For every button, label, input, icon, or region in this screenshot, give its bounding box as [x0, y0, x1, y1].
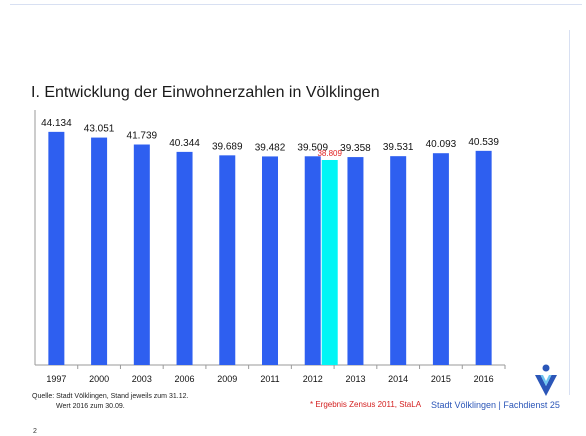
data-label-2009: 39.689: [212, 141, 243, 152]
census-bar-2012: [321, 159, 338, 365]
data-label-2016: 40.539: [468, 137, 499, 148]
data-label-1997: 44.134: [41, 118, 72, 129]
x-tick-label-2009: 2009: [217, 374, 237, 384]
x-tick-label-2015: 2015: [431, 374, 451, 384]
page-number: 2: [33, 428, 37, 435]
census-label-2012: 38.809: [317, 149, 342, 158]
data-label-2013: 39.358: [340, 143, 371, 154]
x-tick-label-2000: 2000: [89, 374, 109, 384]
bar-2011: [262, 156, 278, 365]
top-rule: [10, 4, 582, 5]
source-line-1: Quelle: Stadt Völklingen, Stand jeweils …: [32, 393, 189, 400]
x-tick-label-2014: 2014: [388, 374, 408, 384]
bar-2003: [133, 144, 150, 365]
bar-2000: [91, 137, 108, 365]
x-tick-label-2016: 2016: [474, 374, 494, 384]
bar-2009: [219, 155, 236, 365]
x-tick-label-1997: 1997: [46, 374, 66, 384]
brand-text: Stadt Völklingen | Fachdienst 25: [431, 400, 560, 410]
bar-1997: [48, 131, 65, 365]
bar-2013: [347, 157, 364, 365]
data-label-2003: 41.739: [127, 131, 158, 142]
city-logo-icon: [535, 364, 557, 396]
x-tick-label-2013: 2013: [345, 374, 365, 384]
source-note: Quelle: Stadt Völklingen, Stand jeweils …: [32, 392, 188, 412]
right-rule: [569, 30, 570, 395]
x-tick-label-2003: 2003: [132, 374, 152, 384]
data-label-2014: 39.531: [383, 142, 414, 153]
bar-2006: [176, 151, 193, 365]
bar-2015: [432, 153, 449, 365]
page-title: I. Entwicklung der Einwohnerzahlen in Vö…: [31, 84, 380, 101]
bar-2012: [304, 156, 321, 365]
x-tick-label-2012: 2012: [303, 374, 323, 384]
x-tick-label-2006: 2006: [175, 374, 195, 384]
data-label-2000: 43.051: [84, 124, 115, 135]
x-tick-label-2011: 2011: [260, 374, 279, 384]
data-label-2012: 39.509: [297, 142, 328, 153]
data-label-2015: 40.093: [426, 139, 457, 150]
census-footnote: * Ergebnis Zensus 2011, StaLA: [310, 400, 422, 409]
source-line-2: Wert 2016 zum 30.09.: [56, 403, 125, 410]
bar-2016: [475, 150, 492, 365]
data-label-2011: 39.482: [255, 142, 286, 153]
bar-2014: [390, 156, 407, 365]
data-label-2006: 40.344: [169, 138, 200, 149]
